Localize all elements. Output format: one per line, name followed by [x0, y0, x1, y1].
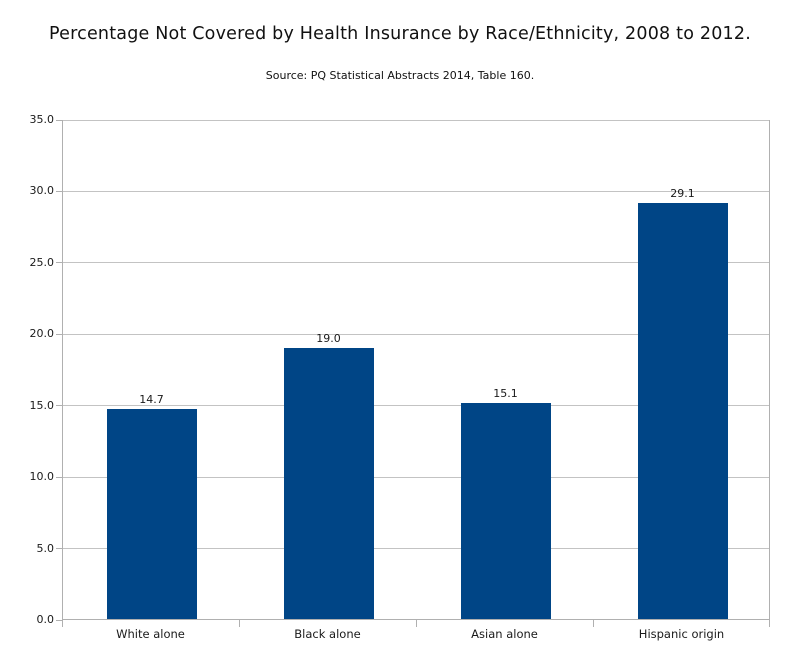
chart-title: Percentage Not Covered by Health Insuran…: [49, 24, 751, 44]
x-category-label: White alone: [116, 627, 185, 641]
y-gridline: [63, 548, 769, 550]
y-axis-tick: [56, 619, 62, 621]
y-tick-label: 30.0: [29, 184, 55, 198]
y-gridline: [63, 190, 769, 192]
y-gridline: [63, 120, 769, 121]
y-tick-label: 10.0: [29, 470, 55, 484]
y-tick-label: 20.0: [29, 327, 55, 341]
x-category-label: Asian alone: [471, 627, 538, 641]
bar: [460, 403, 551, 619]
plot-area: 14.7 19.0 15.1 29.1: [62, 120, 770, 620]
bar: [637, 203, 728, 619]
y-gridline: [63, 262, 769, 264]
y-axis-tick: [56, 405, 62, 407]
x-category-label: Hispanic origin: [638, 627, 725, 641]
y-gridline: [63, 333, 769, 335]
y-axis-tick: [56, 333, 62, 335]
x-axis-tick: [769, 620, 770, 627]
bar: [283, 347, 374, 619]
x-axis-tick: [62, 620, 63, 627]
y-gridline: [63, 476, 769, 478]
bar: [106, 409, 197, 619]
y-axis-tick: [56, 190, 62, 192]
bar-value-label: 14.7: [139, 393, 164, 406]
y-axis-tick: [56, 119, 62, 121]
y-gridline: [63, 405, 769, 407]
bar-value-label: 15.1: [493, 387, 518, 401]
y-tick-label: 5.0: [36, 541, 55, 555]
x-axis-tick: [593, 620, 594, 627]
x-axis-tick: [239, 620, 240, 627]
y-tick-label: 0.0: [36, 613, 55, 626]
y-axis-tick: [56, 476, 62, 478]
x-axis-tick: [416, 620, 417, 627]
y-tick-label: 15.0: [29, 398, 55, 412]
y-tick-label: 35.0: [29, 113, 55, 126]
bar-value-label: 19.0: [316, 331, 341, 345]
x-category-label: Black alone: [294, 627, 361, 641]
y-tick-label: 25.0: [29, 255, 55, 269]
y-axis-tick: [56, 548, 62, 550]
bar-value-label: 29.1: [670, 187, 695, 201]
y-axis-tick: [56, 262, 62, 264]
chart-source-subtitle: Source: PQ Statistical Abstracts 2014, T…: [265, 69, 535, 82]
